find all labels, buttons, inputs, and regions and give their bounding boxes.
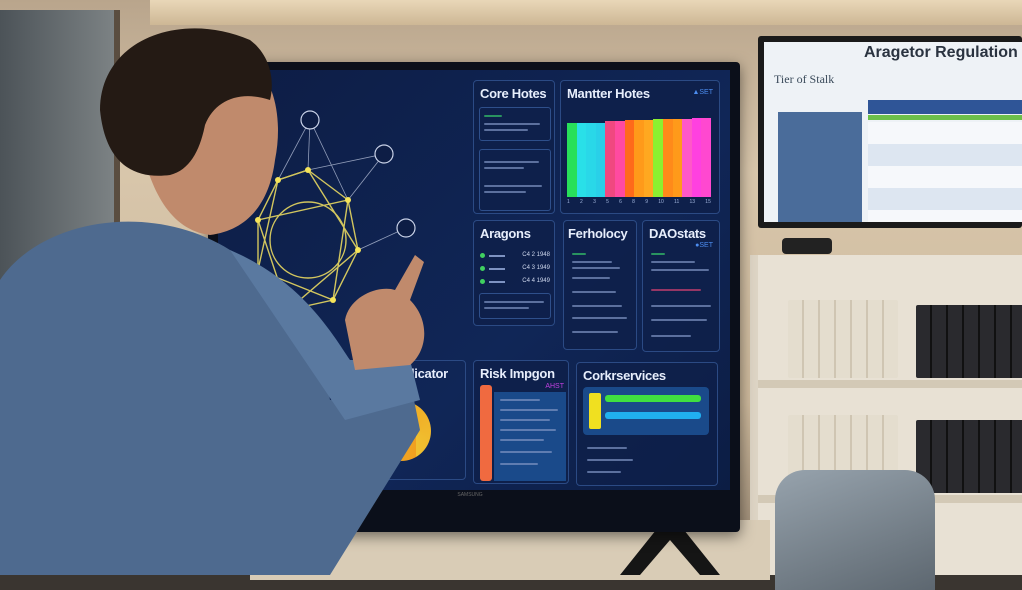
progress-green: [605, 395, 701, 402]
aragon-row[interactable]: C4 3 1949: [480, 262, 550, 275]
panel-badge: ●SET: [695, 242, 713, 249]
aragon-row[interactable]: C4 4 1949: [480, 275, 550, 288]
table-subheader: [868, 115, 1022, 120]
tick-label: 5: [606, 199, 609, 205]
panel-badge: AHST: [545, 383, 564, 390]
aragons-list: C4 2 1948 C4 3 1949 C4 4 1949: [480, 249, 550, 288]
table-header: [868, 100, 1022, 114]
risk-bar: [480, 385, 492, 481]
bar-chart-ticks: 1 2 3 5 6 8 9 10 11 13 15: [567, 199, 711, 205]
yellow-indicator: [589, 393, 601, 429]
bar: [576, 122, 587, 197]
panel-daostats[interactable]: DAOstats ●SET: [642, 220, 720, 352]
side-screen-title: Aragetor Regulation: [864, 44, 1018, 61]
panel-title: Mantter Hotes: [567, 86, 650, 101]
bar: [691, 117, 702, 197]
panel-fechology[interactable]: Ferholocy: [563, 220, 637, 350]
tick-label: 1: [567, 199, 570, 205]
panel-market-notes[interactable]: Mantter Hotes ▲SET 1 2 3 5 6 8 9 10 11 13 15: [560, 80, 720, 214]
bar: [586, 122, 596, 197]
tick-label: 2: [580, 199, 583, 205]
bar: [595, 122, 606, 197]
tick-label: 6: [619, 199, 622, 205]
side-screen-subtitle: Tier of Stalk: [774, 72, 835, 86]
tick-label: 13: [689, 199, 696, 205]
bar: [643, 120, 654, 197]
ceiling-light: [150, 0, 1022, 25]
aragon-value: C4 4 1949: [522, 278, 550, 284]
bar: [672, 119, 683, 197]
panel-core-notes[interactable]: Core Hotes: [473, 80, 555, 214]
panel-title: Aragons: [480, 226, 531, 241]
tick-label: 15: [705, 199, 711, 205]
bar: [567, 123, 577, 197]
panel-title: DAOstats: [649, 226, 706, 241]
chair: [775, 470, 935, 590]
panel-title: Risk Impgon: [480, 366, 555, 381]
bar-chart: [567, 117, 711, 197]
speaker: [782, 238, 832, 254]
main-screen: Core Hotes Mantter Hotes ▲SET 1 2 3 5 6 8 9 10 1…: [218, 70, 730, 490]
tick-label: 11: [674, 199, 680, 205]
bar: [653, 119, 663, 197]
person: [0, 28, 425, 575]
bar: [614, 121, 625, 197]
panel-badge: ▲SET: [692, 89, 713, 96]
aragon-row[interactable]: C4 2 1948: [480, 249, 550, 262]
tick-label: 9: [645, 199, 648, 205]
progress-blue: [605, 412, 701, 419]
side-screen-sidebar: [778, 112, 862, 222]
panel-cork-services[interactable]: Corkrservices: [576, 362, 718, 486]
side-screen: Aragetor Regulation Tier of Stalk: [764, 42, 1022, 222]
bar: [624, 120, 635, 197]
bar: [662, 119, 673, 197]
data-table: [868, 122, 1022, 222]
tick-label: 10: [658, 199, 664, 205]
status-dot-icon: [480, 279, 485, 284]
panel-aragons[interactable]: Aragons C4 2 1948 C4 3 1949 C4 4 1949: [473, 220, 555, 326]
bar: [701, 117, 711, 197]
aragon-value: C4 3 1949: [522, 265, 550, 271]
panel-title: Ferholocy: [568, 226, 628, 241]
aragon-value: C4 2 1948: [522, 252, 550, 258]
tick-label: 8: [632, 199, 635, 205]
panel-title: Core Hotes: [480, 86, 547, 101]
bar: [682, 118, 692, 197]
panel-risk-impact[interactable]: Risk Impgon AHST: [473, 360, 569, 484]
bar: [634, 120, 644, 197]
tick-label: 3: [593, 199, 596, 205]
bar: [605, 121, 615, 197]
panel-title: Corkrservices: [583, 368, 666, 383]
status-dot-icon: [480, 266, 485, 271]
brand-label: SAMSUNG: [457, 492, 483, 498]
status-dot-icon: [480, 253, 485, 258]
